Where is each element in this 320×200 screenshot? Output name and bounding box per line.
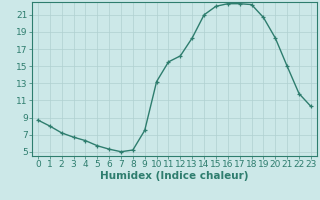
X-axis label: Humidex (Indice chaleur): Humidex (Indice chaleur): [100, 171, 249, 181]
